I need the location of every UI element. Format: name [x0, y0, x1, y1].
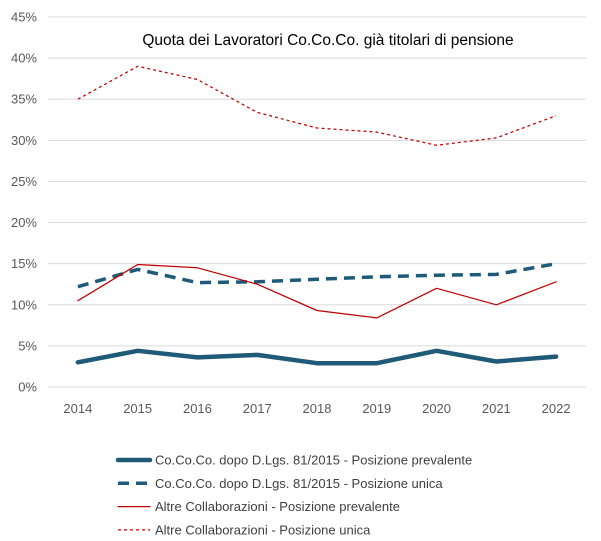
x-tick-label: 2018	[303, 401, 332, 416]
legend-label-2: Co.Co.Co. dopo D.Lgs. 81/2015 - Posizion…	[155, 476, 443, 491]
x-tick-label: 2015	[123, 401, 152, 416]
gridlines	[48, 16, 586, 388]
legend-label-4: Altre Collaborazioni - Posizione unica	[155, 522, 371, 537]
series-lines	[75, 65, 559, 366]
series-line-1	[75, 348, 559, 366]
y-axis-tick-labels: 0% 5% 10% 15% 20% 25% 30% 35% 40% 45%	[11, 10, 37, 395]
x-tick-label: 2020	[422, 401, 451, 416]
x-tick-label: 2017	[243, 401, 272, 416]
x-tick-label: 2019	[362, 401, 391, 416]
chart-title: Quota dei Lavoratori Co.Co.Co. già titol…	[142, 32, 513, 49]
y-tick-label: 20%	[11, 215, 37, 230]
y-tick-label: 35%	[11, 92, 37, 107]
series-line-3	[77, 263, 557, 319]
series-line-4	[77, 65, 557, 146]
legend-label-3: Altre Collaborazioni - Posizione prevale…	[155, 499, 400, 514]
y-tick-label: 0%	[18, 380, 37, 395]
y-tick-label: 45%	[11, 10, 37, 25]
x-tick-label: 2021	[482, 401, 511, 416]
y-tick-label: 15%	[11, 256, 37, 271]
y-tick-label: 25%	[11, 174, 37, 189]
series-line-2	[77, 261, 557, 289]
x-axis-tick-labels: 2014 2015 2016 2017 2018 2019 2020 2021 2022	[63, 401, 570, 416]
y-tick-label: 40%	[11, 51, 37, 66]
y-tick-label: 30%	[11, 133, 37, 148]
x-tick-label: 2014	[63, 401, 92, 416]
y-tick-label: 10%	[11, 297, 37, 312]
legend: Co.Co.Co. dopo D.Lgs. 81/2015 - Posizion…	[115, 453, 472, 537]
x-tick-label: 2022	[542, 401, 571, 416]
x-tick-label: 2016	[183, 401, 212, 416]
y-tick-label: 5%	[18, 338, 37, 353]
legend-label-1: Co.Co.Co. dopo D.Lgs. 81/2015 - Posizion…	[155, 453, 472, 468]
